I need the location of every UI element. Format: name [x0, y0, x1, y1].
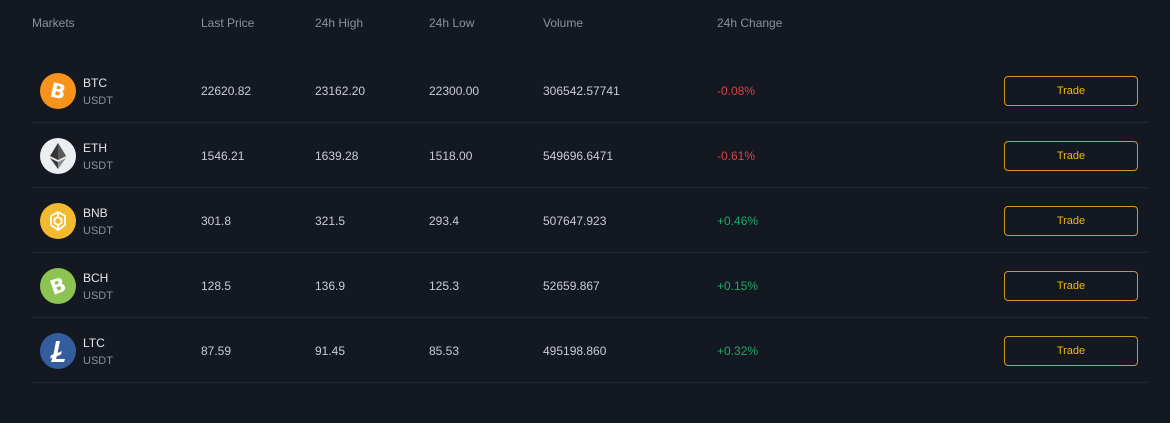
header-24h-high: 24h High	[315, 16, 364, 30]
header-24h-low: 24h Low	[429, 16, 475, 30]
bnb-icon	[40, 203, 76, 239]
last-price: 22620.82	[201, 84, 252, 98]
high-24h: 136.9	[315, 279, 346, 293]
trade-button-ltc[interactable]: Trade	[1004, 336, 1138, 366]
change-24h: -0.61%	[717, 149, 756, 163]
volume: 507647.923	[543, 214, 607, 228]
header-last-price: Last Price	[201, 16, 255, 30]
volume: 549696.6471	[543, 149, 614, 163]
bitcoin-cash-icon: B	[40, 268, 76, 304]
table-row: BNB USDT 301.8 321.5 293.4 507647.923 +0…	[32, 188, 1148, 253]
header-24h-change: 24h Change	[717, 16, 783, 30]
change-24h: -0.08%	[717, 84, 756, 98]
table-row: ETH USDT 1546.21 1639.28 1518.00 549696.…	[32, 123, 1148, 188]
low-24h: 125.3	[429, 279, 460, 293]
trade-button-eth[interactable]: Trade	[1004, 141, 1138, 171]
last-price: 87.59	[201, 344, 232, 358]
base-symbol: ETH	[83, 141, 107, 155]
quote-symbol: USDT	[83, 225, 113, 237]
change-24h: +0.46%	[717, 214, 759, 228]
trade-button-bch[interactable]: Trade	[1004, 271, 1138, 301]
quote-symbol: USDT	[83, 95, 113, 107]
volume: 306542.57741	[543, 84, 620, 98]
volume: 495198.860	[543, 344, 607, 358]
header-markets: Markets	[32, 16, 75, 30]
trade-button-bnb[interactable]: Trade	[1004, 206, 1138, 236]
high-24h: 91.45	[315, 344, 346, 358]
litecoin-icon	[40, 333, 76, 369]
table-row: B BTC USDT 22620.82 23162.20 22300.00 30…	[32, 58, 1148, 123]
change-24h: +0.15%	[717, 279, 759, 293]
header-volume: Volume	[543, 16, 584, 30]
base-symbol: LTC	[83, 336, 105, 350]
low-24h: 85.53	[429, 344, 460, 358]
table-row: B BCH USDT 128.5 136.9 125.3 52659.867 +…	[32, 253, 1148, 318]
base-symbol: BNB	[83, 206, 108, 220]
quote-symbol: USDT	[83, 355, 113, 367]
bitcoin-icon: B	[40, 73, 76, 109]
low-24h: 1518.00	[429, 149, 473, 163]
last-price: 128.5	[201, 279, 232, 293]
ethereum-icon	[40, 138, 76, 174]
low-24h: 293.4	[429, 214, 460, 228]
quote-symbol: USDT	[83, 160, 113, 172]
table-row: LTC USDT 87.59 91.45 85.53 495198.860 +0…	[32, 318, 1148, 383]
high-24h: 23162.20	[315, 84, 366, 98]
low-24h: 22300.00	[429, 84, 480, 98]
svg-text:B: B	[48, 79, 68, 103]
base-symbol: BCH	[83, 271, 109, 285]
table-header: Markets Last Price 24h High 24h Low Volu…	[0, 0, 1170, 46]
volume: 52659.867	[543, 279, 600, 293]
quote-symbol: USDT	[83, 290, 113, 302]
last-price: 301.8	[201, 214, 232, 228]
base-symbol: BTC	[83, 76, 107, 90]
high-24h: 321.5	[315, 214, 346, 228]
markets-table: B BTC USDT 22620.82 23162.20 22300.00 30…	[32, 58, 1148, 383]
svg-text:B: B	[48, 274, 68, 298]
change-24h: +0.32%	[717, 344, 759, 358]
trade-button-btc[interactable]: Trade	[1004, 76, 1138, 106]
last-price: 1546.21	[201, 149, 245, 163]
high-24h: 1639.28	[315, 149, 359, 163]
